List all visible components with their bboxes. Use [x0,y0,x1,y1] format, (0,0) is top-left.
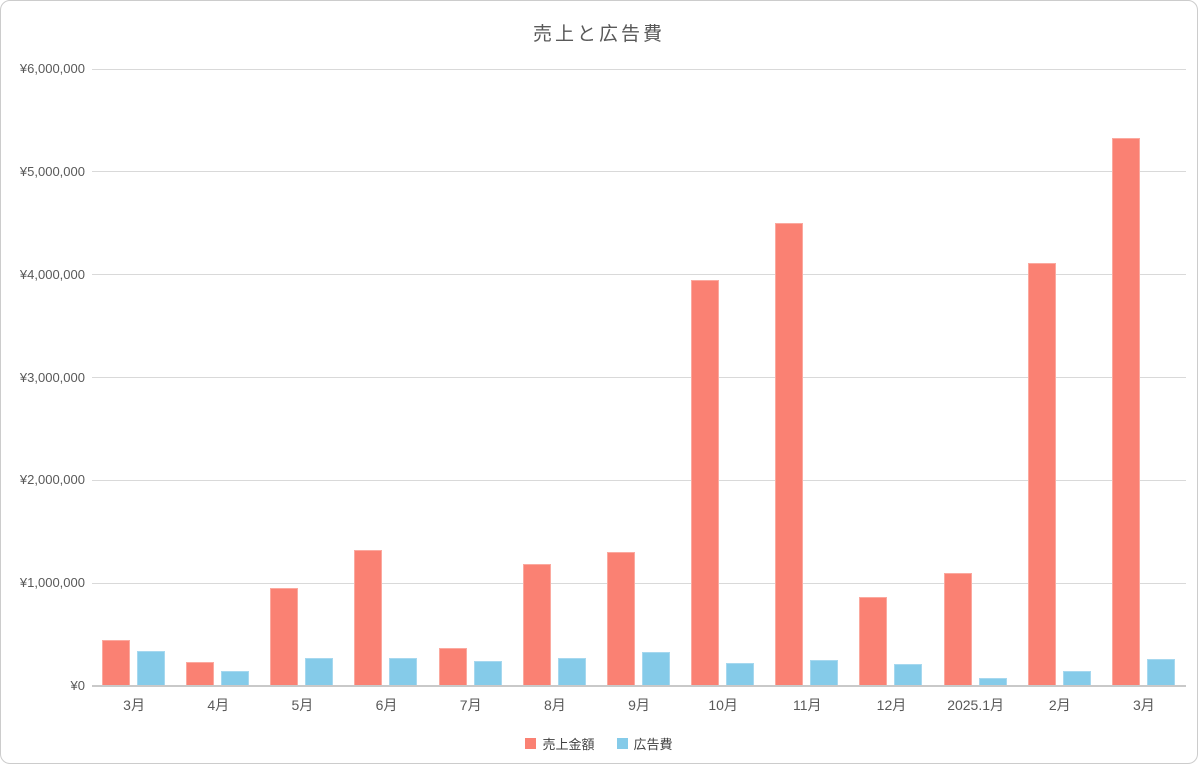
sales-bar-7月 [438,647,467,686]
x-axis-tick-label: 11月 [793,697,822,713]
y-axis-tick-label: ¥4,000,000 [19,266,85,282]
sales-bar-6月 [354,550,383,686]
x-axis-tick-label: 6月 [375,697,398,713]
ads-bar-2月 [1062,670,1091,686]
y-axis-tick-label: ¥3,000,000 [19,369,85,385]
y-axis-tick-label: ¥0 [70,678,85,693]
sales-bar-12月 [859,596,888,686]
gridline [92,582,1186,584]
legend-item-ads: 広告費 [616,734,673,753]
ads-bar-12月 [894,664,923,686]
sales-bar-5月 [270,588,299,686]
x-axis-tick-label: 10月 [708,697,738,713]
gridline [92,377,1186,378]
sales-bar-3月 [1111,137,1140,686]
ads-bar-7月 [473,661,502,686]
y-axis-tick-label: ¥1,000,000 [19,575,85,591]
ads-legend-swatch-icon [616,738,628,749]
ads-bar-3月 [1146,659,1175,686]
x-axis-tick-label: 2月 [1048,697,1071,713]
ads-bar-10月 [726,663,755,686]
sales-bar-2025.1月 [943,572,972,686]
chart-title: 売上と広告費 [532,24,665,45]
gridline [92,479,1186,481]
x-axis-tick-label: 8月 [543,697,566,713]
ads-bar-2025.1月 [978,677,1007,686]
x-axis-labels: 3月 4月 5月 6月 7月 8月 9月 10月 11月 12月 2025.1月 2月 3月 [92,695,1186,717]
ads-bar-3月 [137,651,165,686]
sales-legend-swatch-icon [525,738,537,749]
legend: 売上金額 広告費 [1,734,1197,753]
y-axis-tick-label: ¥2,000,000 [19,472,85,488]
x-axis-tick-label: 4月 [207,697,230,713]
y-axis-tick-label: ¥5,000,000 [19,163,85,179]
gridline [92,274,1186,276]
x-axis-tick-label: 7月 [459,697,482,713]
gridline [92,68,1186,70]
ads-bar-4月 [221,670,250,686]
ads-bar-6月 [389,658,418,686]
x-axis-tick-label: 3月 [123,697,145,713]
sales-bar-2月 [1027,263,1056,686]
ads-legend-label: 広告費 [633,737,673,752]
y-axis-tick-label: ¥6,000,000 [19,61,85,76]
ads-bar-8月 [557,658,586,686]
sales-bar-10月 [691,279,720,686]
ads-bar-11月 [810,660,839,686]
sales-bar-9月 [606,552,635,686]
x-axis-tick-label: 12月 [876,697,907,713]
sales-bar-4月 [186,662,215,686]
sales-legend-label: 売上金額 [542,737,595,752]
x-axis-tick-label: 2025.1月 [947,697,1005,713]
ads-bar-9月 [641,652,670,686]
sales-bar-8月 [522,563,551,686]
x-axis-tick-label: 3月 [1133,697,1155,713]
plot-area [92,68,1186,687]
legend-item-sales: 売上金額 [525,734,595,753]
gridline [92,171,1186,173]
x-axis-tick-label: 5月 [291,697,314,713]
x-axis-line [92,685,1186,687]
ads-bar-5月 [305,658,334,686]
sales-bar-11月 [775,223,804,686]
x-axis-tick-label: 9月 [628,697,650,713]
sales-bar-3月 [102,639,130,686]
